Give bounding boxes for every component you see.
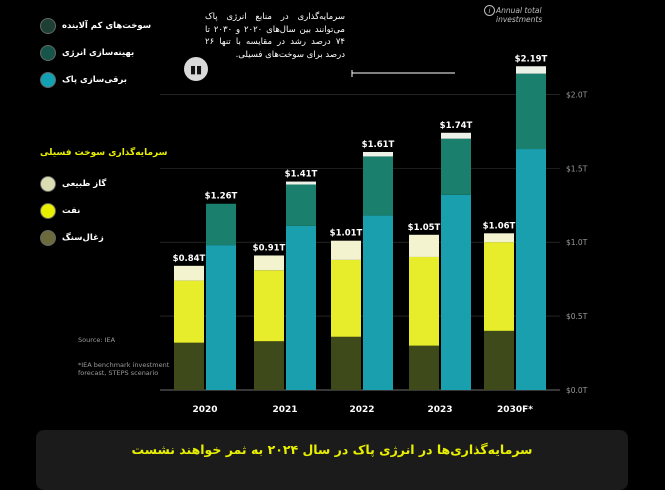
low-emission-fuel-icon <box>40 18 56 34</box>
bar-segment <box>484 233 514 243</box>
clean-total-label: $1.26T <box>205 192 238 202</box>
legend-label: زغال‌سنگ <box>62 233 104 243</box>
clean-total-label: $1.74T <box>440 121 473 131</box>
y-tick-label: $1.5T <box>566 164 588 173</box>
bar-segment <box>484 330 514 390</box>
legend-label: بهینه‌سازی انرژی <box>62 48 135 58</box>
legend-item-gas: گاز طبیعی <box>40 176 106 192</box>
fossil-total-label: $1.01T <box>330 229 363 239</box>
info-icon: i <box>484 5 495 16</box>
legend-fossil-heading: سرمایه‌گذاری سوخت فسیلی <box>40 148 168 158</box>
annotation-text: سرمایه‌گذاری در منابع انرژی پاک می‌توانن… <box>205 12 345 60</box>
oil-barrel-icon <box>40 203 56 219</box>
bar-segment <box>516 66 546 74</box>
info-note-line1: Annual total <box>496 6 542 15</box>
fossil-total-label: $1.06T <box>483 221 516 231</box>
bar-segment <box>484 242 514 331</box>
bar-segment <box>331 336 361 390</box>
y-tick-label: $0.0T <box>566 386 588 395</box>
bar-segment <box>409 256 439 346</box>
bar-segment <box>174 280 204 343</box>
y-tick-label: $0.5T <box>566 312 588 321</box>
clean-power-icon <box>40 72 56 88</box>
coal-icon <box>40 230 56 246</box>
efficiency-icon <box>40 45 56 61</box>
investment-chart: $0.84T $1.26T $0.91T $1.41T $1.01T $1.61T $1.0… <box>160 54 588 415</box>
legend-item-low-emission-fuel: سوخت‌های کم آلاینده <box>40 18 151 34</box>
gas-flame-icon <box>40 176 56 192</box>
bar-segment <box>206 245 236 390</box>
clean-total-label: $1.41T <box>285 170 318 180</box>
legend-item-coal: زغال‌سنگ <box>40 230 104 246</box>
footnote: *IEA benchmark investment forecast, STEP… <box>78 361 170 377</box>
bar-segment <box>254 341 284 390</box>
bar-segment <box>254 270 284 342</box>
y-tick-label: $1.0T <box>566 238 588 247</box>
source-note: Source: IEA <box>78 336 116 344</box>
legend-label: گاز طبیعی <box>62 179 107 189</box>
legend-item-clean-power: برقی‌سازی پاک <box>40 72 127 88</box>
bar-segment <box>516 149 546 390</box>
bar-segment <box>441 138 471 195</box>
x-tick-label: 2022 <box>349 405 374 415</box>
y-axis: $0.0T $0.5T $1.0T $1.5T $2.0T <box>566 90 588 395</box>
x-axis: 2020 2021 2022 2023 2030F* <box>192 405 533 415</box>
legend-label: سوخت‌های کم آلاینده <box>62 21 152 31</box>
bar-segment <box>441 132 471 139</box>
bar-segment <box>254 255 284 271</box>
legend-label: برقی‌سازی پاک <box>62 75 127 85</box>
legend-label: نفت <box>62 206 81 216</box>
chart-badge-icon: ▮▮ <box>184 57 208 81</box>
bars <box>174 66 546 390</box>
bar-segment <box>409 345 439 390</box>
bar-segment <box>174 342 204 390</box>
info-note-line2: investments <box>496 15 543 24</box>
bar-segment <box>516 73 546 150</box>
bar-segment <box>174 265 204 281</box>
x-tick-label: 2030F* <box>497 405 533 415</box>
legend-item-oil: نفت <box>40 203 80 219</box>
bar-segment <box>206 203 236 246</box>
bar-segment <box>409 234 439 257</box>
bar-segment <box>441 194 471 390</box>
fossil-total-label: $1.05T <box>408 223 441 233</box>
x-tick-label: 2023 <box>427 405 452 415</box>
info-note: Annual total investments <box>496 6 542 24</box>
bar-segment <box>286 184 316 226</box>
bar-segment <box>363 152 393 157</box>
bar-segment <box>286 225 316 390</box>
bar-segment <box>363 215 393 390</box>
y-tick-label: $2.0T <box>566 90 588 99</box>
legend-item-efficiency: بهینه‌سازی انرژی <box>40 45 134 61</box>
bar-segment <box>286 181 316 185</box>
value-labels: $0.84T $1.26T $0.91T $1.41T $1.01T $1.61T $1.0… <box>173 54 548 264</box>
bar-segment <box>331 240 361 260</box>
x-tick-label: 2020 <box>192 405 217 415</box>
banner-title: سرمایه‌گذاری‌ها در انرژی پاک در سال ۲۰۲۴… <box>131 442 533 457</box>
clean-total-label: $2.19T <box>515 54 548 64</box>
fossil-total-label: $0.84T <box>173 254 206 264</box>
bar-segment <box>331 259 361 337</box>
fossil-total-label: $0.91T <box>253 243 286 253</box>
x-tick-label: 2021 <box>272 405 297 415</box>
clean-total-label: $1.61T <box>362 140 395 150</box>
bar-segment <box>363 156 393 216</box>
bottom-banner: سرمایه‌گذاری‌ها در انرژی پاک در سال ۲۰۲۴… <box>36 430 628 490</box>
